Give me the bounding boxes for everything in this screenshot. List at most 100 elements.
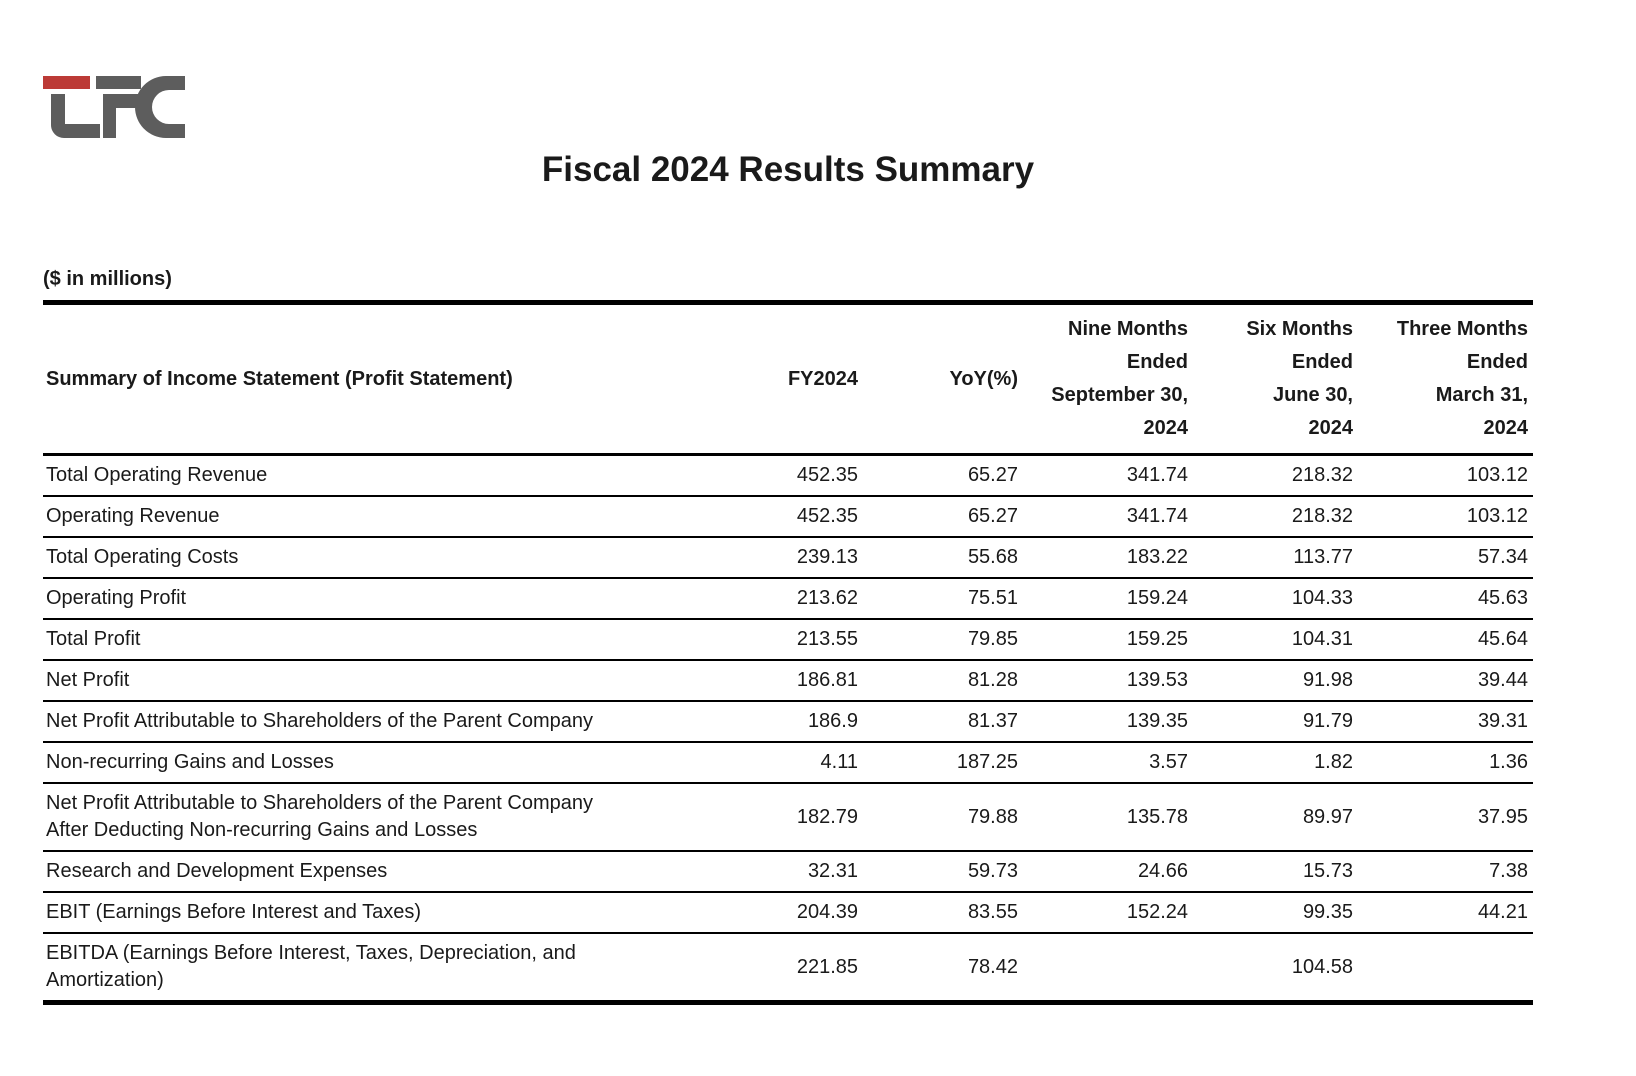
column-header-6: Three Months Ended March 31, 2024 <box>1358 302 1533 456</box>
cell-value: 91.79 <box>1193 701 1358 743</box>
logo-letter-c <box>135 76 185 138</box>
logo-letter-f-top-bar <box>96 76 141 89</box>
table-body: Total Operating Revenue 452.35 65.27 341.74… <box>43 454 1533 1004</box>
cell-value: 1.82 <box>1193 742 1358 784</box>
cell-value: 81.28 <box>863 660 1023 702</box>
table-row: Total Operating Revenue 452.35 65.27 341.74… <box>43 454 1533 497</box>
cell-value: 7.38 <box>1358 851 1533 893</box>
row-label: Net Profit <box>43 660 683 702</box>
column-header-2: FY2024 <box>683 302 863 456</box>
table-row: Non-recurring Gains and Losses 4.11 187.25… <box>43 742 1533 784</box>
cell-value: 91.98 <box>1193 660 1358 702</box>
row-label: Operating Revenue <box>43 496 683 538</box>
cell-value: 4.11 <box>683 742 863 784</box>
column-header-5: Six Months Ended June 30, 2024 <box>1193 302 1358 456</box>
logo-red-bar <box>43 76 90 89</box>
cell-value: 218.32 <box>1193 496 1358 538</box>
cell-value: 152.24 <box>1023 892 1193 934</box>
cell-value: 213.55 <box>683 619 863 661</box>
row-label: Total Operating Revenue <box>43 454 683 497</box>
table-row: EBITDA (Earnings Before Interest, Taxes,… <box>43 933 1533 1004</box>
cell-value: 3.57 <box>1023 742 1193 784</box>
cell-value: 83.55 <box>863 892 1023 934</box>
cell-value: 75.51 <box>863 578 1023 620</box>
cell-value: 183.22 <box>1023 537 1193 579</box>
column-header-4: Nine Months Ended September 30, 2024 <box>1023 302 1193 456</box>
cell-value: 81.37 <box>863 701 1023 743</box>
cell-value: 104.33 <box>1193 578 1358 620</box>
cell-value: 159.25 <box>1023 619 1193 661</box>
table-row: Operating Revenue 452.35 65.27 341.74 218.32… <box>43 496 1533 538</box>
cell-value: 39.44 <box>1358 660 1533 702</box>
row-label: Total Profit <box>43 619 683 661</box>
logo-letter-f <box>103 94 141 138</box>
cell-value: 37.95 <box>1358 783 1533 852</box>
cell-value: 218.32 <box>1193 454 1358 497</box>
cell-value: 204.39 <box>683 892 863 934</box>
cell-value: 57.34 <box>1358 537 1533 579</box>
cell-value: 44.21 <box>1358 892 1533 934</box>
cell-value: 45.64 <box>1358 619 1533 661</box>
cell-value: 213.62 <box>683 578 863 620</box>
cell-value: 79.88 <box>863 783 1023 852</box>
row-label: Total Operating Costs <box>43 537 683 579</box>
cell-value: 186.81 <box>683 660 863 702</box>
results-table-container: Summary of Income Statement (Profit Stat… <box>43 300 1533 1005</box>
row-label: EBITDA (Earnings Before Interest, Taxes,… <box>43 933 683 1004</box>
cell-value: 45.63 <box>1358 578 1533 620</box>
cell-value: 221.85 <box>683 933 863 1004</box>
cell-value: 159.24 <box>1023 578 1193 620</box>
cell-value: 55.68 <box>863 537 1023 579</box>
cell-value: 65.27 <box>863 454 1023 497</box>
cell-value: 341.74 <box>1023 496 1193 538</box>
cell-value: 65.27 <box>863 496 1023 538</box>
cell-value: 39.31 <box>1358 701 1533 743</box>
cell-value: 89.97 <box>1193 783 1358 852</box>
logo-letter-l <box>51 94 100 138</box>
cell-value: 24.66 <box>1023 851 1193 893</box>
row-label: Research and Development Expenses <box>43 851 683 893</box>
results-table: Summary of Income Statement (Profit Stat… <box>43 300 1533 1005</box>
table-row: Net Profit Attributable to Shareholders … <box>43 701 1533 743</box>
row-label: Non-recurring Gains and Losses <box>43 742 683 784</box>
table-row: EBIT (Earnings Before Interest and Taxes… <box>43 892 1533 934</box>
cell-value: 15.73 <box>1193 851 1358 893</box>
cell-value: 341.74 <box>1023 454 1193 497</box>
cell-value: 239.13 <box>683 537 863 579</box>
cell-value <box>1358 933 1533 1004</box>
cell-value: 103.12 <box>1358 454 1533 497</box>
cell-value: 103.12 <box>1358 496 1533 538</box>
column-header-1: Summary of Income Statement (Profit Stat… <box>43 302 683 456</box>
table-row: Total Profit 213.55 79.85 159.25 104.31 45.64 <box>43 619 1533 661</box>
table-row: Total Operating Costs 239.13 55.68 183.22 11… <box>43 537 1533 579</box>
row-label: Net Profit Attributable to Shareholders … <box>43 701 683 743</box>
cell-value: 186.9 <box>683 701 863 743</box>
table-row: Operating Profit 213.62 75.51 159.24 104.33 4… <box>43 578 1533 620</box>
table-header-row: Summary of Income Statement (Profit Stat… <box>43 302 1533 456</box>
cell-value: 79.85 <box>863 619 1023 661</box>
cell-value: 113.77 <box>1193 537 1358 579</box>
cell-value: 139.35 <box>1023 701 1193 743</box>
cell-value: 187.25 <box>863 742 1023 784</box>
cell-value: 104.58 <box>1193 933 1358 1004</box>
cell-value: 59.73 <box>863 851 1023 893</box>
row-label: Operating Profit <box>43 578 683 620</box>
cell-value: 452.35 <box>683 454 863 497</box>
row-label: EBIT (Earnings Before Interest and Taxes… <box>43 892 683 934</box>
table-row: Research and Development Expenses 32.31 59… <box>43 851 1533 893</box>
cell-value: 139.53 <box>1023 660 1193 702</box>
cell-value: 104.31 <box>1193 619 1358 661</box>
page-title: Fiscal 2024 Results Summary <box>541 150 1035 189</box>
cell-value: 78.42 <box>863 933 1023 1004</box>
table-header: Summary of Income Statement (Profit Stat… <box>43 302 1533 456</box>
cell-value: 182.79 <box>683 783 863 852</box>
table-row: Net Profit 186.81 81.28 139.53 91.98 39.44 <box>43 660 1533 702</box>
cell-value: 452.35 <box>683 496 863 538</box>
cell-value <box>1023 933 1193 1004</box>
company-logo-icon <box>43 76 185 138</box>
cell-value: 1.36 <box>1358 742 1533 784</box>
cell-value: 135.78 <box>1023 783 1193 852</box>
units-note: ($ in millions) <box>43 268 172 290</box>
row-label: Net Profit Attributable to Shareholders … <box>43 783 683 852</box>
